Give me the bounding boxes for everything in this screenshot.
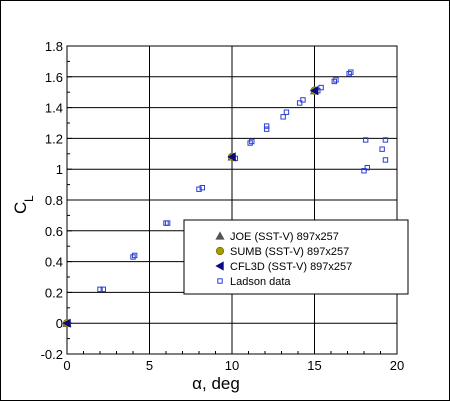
y-tick-label: 1.4 <box>45 101 63 116</box>
data-point <box>346 71 352 77</box>
data-point <box>100 286 106 293</box>
data-point <box>163 220 169 226</box>
axis-ticks: 0 5 10 15 20-0.200.20.40.60.811.21.41.61.8 <box>41 39 405 373</box>
data-point <box>296 100 303 106</box>
data-point <box>227 152 236 162</box>
data-point <box>247 140 253 146</box>
legend: JOE (SST-V) 897x257 SUMB (SST-V) 897x257 C… <box>183 219 409 295</box>
x-axis-label: α, deg <box>192 374 240 393</box>
data-point <box>379 146 385 152</box>
data-point <box>333 77 339 83</box>
data-points <box>62 69 389 328</box>
data-point <box>331 78 338 85</box>
y-axis-label: C L <box>11 195 36 214</box>
data-point <box>361 168 367 174</box>
x-tick-label: 15 <box>307 358 321 373</box>
data-point <box>300 97 306 103</box>
data-point <box>199 184 206 191</box>
data-point <box>362 137 369 143</box>
y-tick-label: 0.8 <box>45 193 63 208</box>
legend-marker <box>217 278 223 284</box>
y-tick-label: 1.2 <box>45 131 63 146</box>
grid <box>66 45 398 355</box>
y-tick-label: 0.6 <box>45 224 63 239</box>
y-tick-label: 1 <box>56 162 63 177</box>
legend-marker <box>215 261 224 271</box>
legend-label: SUMB (SST-V) 897x257 <box>230 246 349 258</box>
data-point <box>62 318 71 328</box>
data-point <box>131 252 138 259</box>
data-point <box>382 137 389 143</box>
y-tick-label: -0.2 <box>41 347 63 362</box>
x-tick-label: 20 <box>390 358 404 373</box>
data-point <box>130 254 136 260</box>
data-point <box>164 220 171 226</box>
y-axis-label-subscript: L <box>22 195 36 202</box>
data-point <box>97 286 103 293</box>
legend-marker <box>215 246 225 256</box>
data-point <box>364 164 371 171</box>
y-tick-label: 0.2 <box>45 285 63 300</box>
data-point <box>309 86 319 96</box>
legend-box <box>183 219 409 295</box>
legend-label: Ladson data <box>230 276 291 288</box>
data-point <box>280 114 286 120</box>
x-tick-label: 0 <box>63 358 70 373</box>
y-tick-label: 0.4 <box>45 255 63 270</box>
x-tick-label: 10 <box>225 358 239 373</box>
data-point <box>196 186 202 192</box>
data-point <box>318 84 324 91</box>
y-axis-label-main: C <box>11 202 30 214</box>
data-point <box>283 109 290 115</box>
y-tick-label: 1.6 <box>45 70 63 85</box>
series-triangle-left <box>62 86 319 328</box>
data-point <box>249 138 255 145</box>
legend-marker <box>215 231 225 240</box>
data-point <box>348 69 354 75</box>
data-point <box>382 157 389 163</box>
y-tick-label: 0 <box>56 316 63 331</box>
legend-label: JOE (SST-V) 897x257 <box>230 231 339 243</box>
legend-label: CFL3D (SST-V) 897x257 <box>230 261 352 273</box>
data-point <box>263 123 270 129</box>
x-tick-label: 5 <box>146 358 153 373</box>
data-point <box>263 126 270 132</box>
y-tick-label: 1.8 <box>45 39 63 54</box>
